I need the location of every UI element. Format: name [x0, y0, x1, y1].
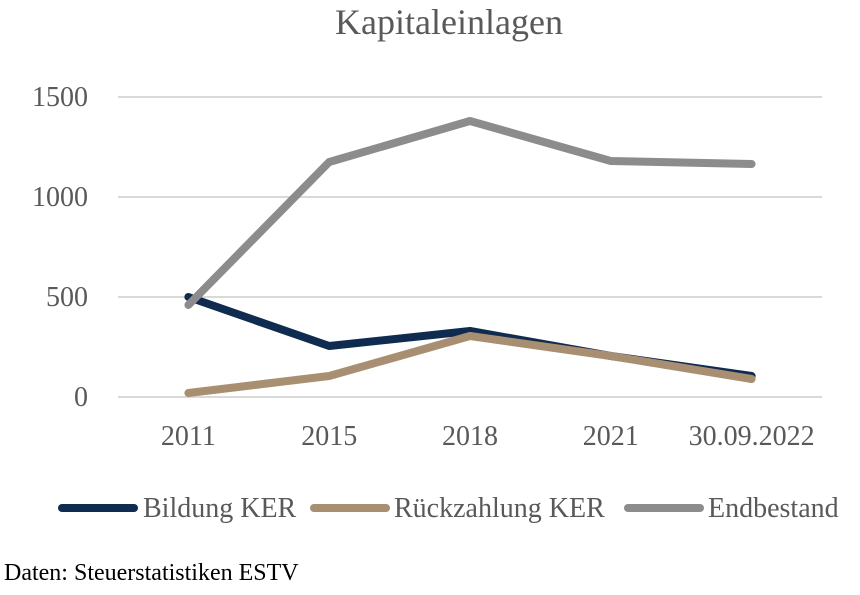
x-tick-label: 2015	[301, 421, 357, 452]
gridlines	[118, 96, 822, 398]
y-tick-label: 1000	[32, 182, 88, 213]
x-tick-label: 2021	[583, 421, 639, 452]
x-tick-label: 2011	[161, 421, 216, 452]
x-tick-label: 2018	[442, 421, 498, 452]
legend-label: Rückzahlung KER	[394, 493, 605, 524]
series-line	[184, 117, 756, 309]
legend-label: Bildung KER	[143, 493, 297, 524]
y-tick-label: 0	[74, 382, 88, 413]
source-note: Daten: Steuerstatistiken ESTV	[4, 560, 299, 586]
chart-title: Kapitaleinlagen	[335, 2, 563, 42]
series-lines	[184, 117, 756, 397]
y-tick-label: 500	[46, 282, 88, 313]
legend-label: Endbestand	[708, 493, 839, 524]
x-tick-label: 30.09.2022	[689, 421, 815, 452]
legend: Bildung KER Rückzahlung KER Endbestand	[58, 493, 839, 524]
x-axis: 2011 2015 2018 2021 30.09.2022	[161, 421, 815, 452]
series-line	[184, 332, 756, 397]
y-axis: 0 500 1000 1500	[32, 82, 88, 413]
y-tick-label: 1500	[32, 82, 88, 113]
